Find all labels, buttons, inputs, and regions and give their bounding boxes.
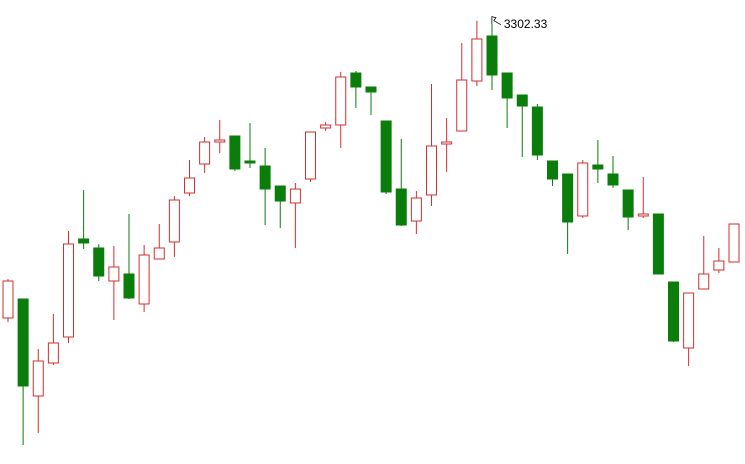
candle-body <box>728 223 740 263</box>
candle-body <box>562 173 574 223</box>
candle-body <box>244 160 256 164</box>
candle-body <box>138 254 150 305</box>
candle-body <box>214 139 226 143</box>
candle-body <box>516 94 528 107</box>
candle-body <box>607 173 619 186</box>
candle-body <box>305 131 316 180</box>
candle-body <box>395 188 407 226</box>
candle-body <box>184 177 195 194</box>
candle-body <box>426 145 437 196</box>
candle-body <box>274 185 286 202</box>
candle-body <box>441 141 453 145</box>
candle-body <box>32 360 44 397</box>
candle-body <box>335 76 347 126</box>
candle-body <box>683 292 695 349</box>
candle-body <box>380 120 392 193</box>
candle-body <box>456 79 468 132</box>
candle-body <box>168 199 180 243</box>
candle-body <box>531 106 543 156</box>
high-marker <box>491 16 502 26</box>
candle-body <box>153 247 165 260</box>
candle-body <box>713 260 725 271</box>
candle-body <box>78 238 90 244</box>
candle-body <box>592 164 604 170</box>
candle-body <box>2 280 14 319</box>
candle-body <box>93 247 105 277</box>
candle-body <box>17 298 29 387</box>
candle-body <box>289 188 301 204</box>
candle-body <box>259 165 271 190</box>
candle-body <box>229 135 241 170</box>
candle-body <box>668 281 679 342</box>
candle-body <box>622 189 634 218</box>
candle-body <box>471 38 483 82</box>
candle-body <box>320 124 332 129</box>
candle-body <box>637 213 649 217</box>
candle-body <box>365 86 377 93</box>
high-label: 3302.33 <box>504 17 548 31</box>
candle-body <box>652 213 664 275</box>
candle-body <box>47 342 59 364</box>
candle-body <box>63 243 74 338</box>
candle-body <box>108 266 120 282</box>
candle-body <box>547 160 558 180</box>
candle-body <box>501 72 513 99</box>
candle-body <box>577 162 589 217</box>
candle-body <box>123 273 135 299</box>
candle-body <box>199 141 211 165</box>
candle-body <box>350 72 362 88</box>
candle-body <box>486 35 498 76</box>
candle-body <box>698 273 710 290</box>
candle-body <box>410 197 422 222</box>
